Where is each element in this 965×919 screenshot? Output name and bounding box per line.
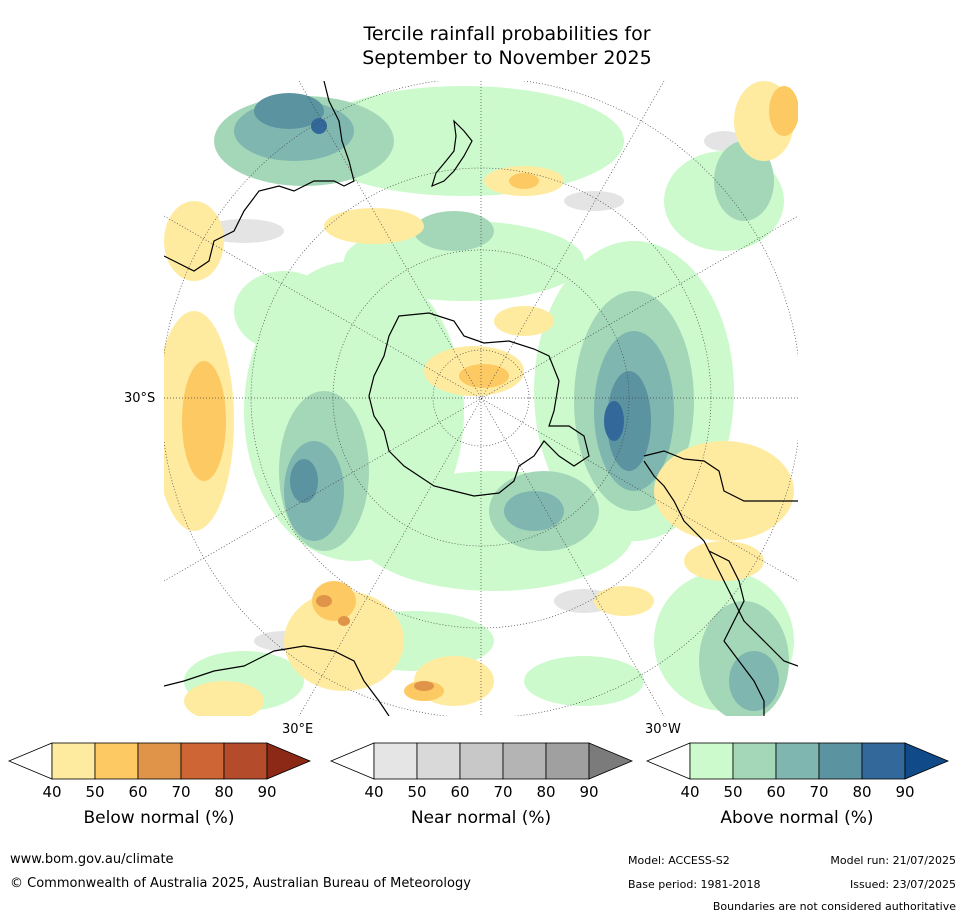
above-tick-label: 70 (809, 783, 828, 801)
near-normal-colorbar: 40 50 60 70 80 90 (329, 742, 634, 803)
near-tick-label: 60 (450, 783, 469, 801)
above-color-segment (775, 742, 820, 780)
footer-model: Model: ACCESS-S2 (628, 854, 730, 867)
near-color-segment (502, 742, 547, 780)
polar-rainfall-map (164, 81, 798, 716)
below-color-segment (180, 742, 225, 780)
title-line-2: September to November 2025 (362, 47, 652, 69)
below-tick-label: 60 (128, 783, 147, 801)
south-america-tip-coastline (708, 550, 765, 716)
above-extend-low (645, 742, 691, 780)
below-tick-label: 70 (171, 783, 190, 801)
below-extend-low (7, 742, 53, 780)
near-extend-high (588, 742, 634, 780)
near-tick-label: 90 (579, 783, 598, 801)
above-normal-colorbar-svg: 40 50 60 70 80 90 (645, 742, 950, 801)
below-tick-label: 50 (85, 783, 104, 801)
below-normal-colorbar: 40 50 60 70 80 90 (7, 742, 312, 803)
map-title: Tercile rainfall probabilities for Septe… (0, 22, 965, 70)
above-normal-label: Above normal (%) (720, 808, 874, 828)
coastlines (164, 81, 798, 716)
near-normal-colorbar-svg: 40 50 60 70 80 90 (329, 742, 634, 801)
footer-url: www.bom.gov.au/climate (10, 852, 174, 867)
near-color-segment (459, 742, 504, 780)
new-zealand-coastline (431, 119, 473, 188)
above-color-segment (732, 742, 777, 780)
below-tick-label: 40 (42, 783, 61, 801)
below-tick-label: 90 (257, 783, 276, 801)
lat-label-30s: 30°S (124, 391, 156, 406)
above-tick-label: 90 (895, 783, 914, 801)
near-tick-label: 50 (407, 783, 426, 801)
below-color-segment (137, 742, 182, 780)
above-color-segment (861, 742, 906, 780)
footer-issued: Issued: 23/07/2025 (849, 878, 956, 891)
near-normal-label: Near normal (%) (410, 808, 552, 828)
antarctica-coastline (368, 312, 590, 497)
australia-coastline (164, 81, 355, 272)
below-color-segment (51, 742, 96, 780)
below-normal-colorbar-svg: 40 50 60 70 80 90 (7, 742, 312, 801)
below-tick-label: 80 (214, 783, 233, 801)
near-tick-label: 80 (536, 783, 555, 801)
above-extend-high (904, 742, 950, 780)
south-america-coastline (643, 450, 798, 667)
above-normal-colorbar: 40 50 60 70 80 90 (645, 742, 950, 803)
above-normal-70-80 (254, 93, 651, 503)
below-normal-label: Below normal (%) (83, 808, 235, 828)
near-color-segment (416, 742, 461, 780)
lon-label-30w: 30°W (645, 722, 681, 737)
footer-copyright: © Commonwealth of Australia 2025, Austra… (10, 876, 471, 891)
above-normal-80-90 (311, 118, 624, 441)
below-extend-high (266, 742, 312, 780)
above-tick-label: 60 (766, 783, 785, 801)
near-color-segment (373, 742, 418, 780)
map-canvas (164, 81, 798, 716)
title-line-1: Tercile rainfall probabilities for (363, 23, 651, 45)
graticule (164, 81, 798, 716)
footer-base-period: Base period: 1981-2018 (628, 878, 761, 891)
footer-model-run: Model run: 21/07/2025 (830, 854, 956, 867)
above-color-segment (689, 742, 734, 780)
above-tick-label: 50 (723, 783, 742, 801)
africa-coastline (164, 645, 390, 716)
above-tick-label: 40 (680, 783, 699, 801)
above-tick-label: 80 (852, 783, 871, 801)
below-color-segment (94, 742, 139, 780)
near-color-segment (545, 742, 590, 780)
lon-label-30e: 30°E (282, 722, 314, 737)
below-normal-50-60 (182, 86, 798, 701)
near-extend-low (329, 742, 375, 780)
below-normal-60-70 (316, 595, 434, 691)
above-color-segment (818, 742, 863, 780)
near-tick-label: 40 (364, 783, 383, 801)
below-color-segment (223, 742, 268, 780)
near-tick-label: 70 (493, 783, 512, 801)
footer-disclaimer: Boundaries are not considered authoritat… (712, 900, 956, 913)
